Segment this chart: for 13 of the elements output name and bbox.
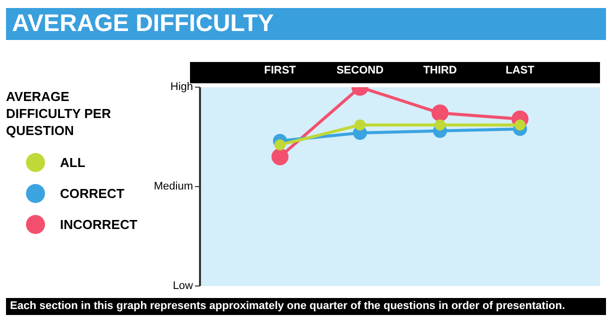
text: High xyxy=(170,81,193,94)
x-tick-label: SECOND xyxy=(336,64,384,77)
legend-label: INCORRECT xyxy=(60,217,138,232)
x-tick-label: THIRD xyxy=(423,64,457,77)
text: Medium xyxy=(154,180,193,193)
legend-title: AVERAGE DIFFICULTY PER QUESTION xyxy=(6,88,112,139)
x-tick-label: FIRST xyxy=(264,64,296,77)
text: Each section in this graph represents approximately one quarter of the questions in order of presentation. xyxy=(6,298,606,315)
text: Low xyxy=(172,280,194,292)
chart-title: AVERAGE DIFFICULTY xyxy=(6,8,606,40)
x-tick-label: LAST xyxy=(506,64,535,77)
legend-label: ALL xyxy=(60,155,86,170)
legend-label: CORRECT xyxy=(60,186,124,201)
